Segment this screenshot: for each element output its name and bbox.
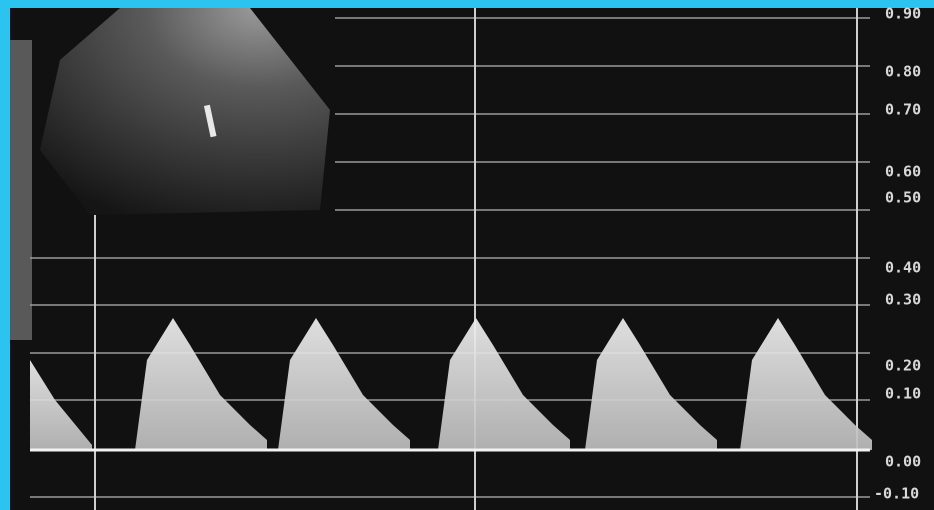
scale-label: 0.60: [885, 163, 921, 181]
scale-label: 0.80: [885, 63, 921, 81]
gray-bar: [10, 40, 32, 340]
waveform: [585, 318, 717, 450]
waveform: [135, 318, 267, 450]
scale-label: -0.10: [874, 485, 919, 503]
waveform: [30, 360, 92, 450]
waveform: [438, 318, 570, 450]
waveforms: [30, 318, 872, 450]
scale-label: 0.10: [885, 385, 921, 403]
scale-label: 0.30: [885, 291, 921, 309]
scale-label: 0.40: [885, 259, 921, 277]
scale-label: 0.90: [885, 5, 921, 23]
scale-label: 0.50: [885, 189, 921, 207]
scale: 0.90 0.80 0.70 0.60 0.50 0.40 0.30 0.20 0.10 0.00…: [874, 5, 921, 503]
waveform: [740, 318, 872, 450]
scale-label: 0.00: [885, 453, 921, 471]
sample-gate: [203, 104, 217, 138]
scale-label: 0.20: [885, 357, 921, 375]
scale-label: 0.70: [885, 101, 921, 119]
waveform: [278, 318, 410, 450]
ultrasound-image: [40, 8, 330, 215]
